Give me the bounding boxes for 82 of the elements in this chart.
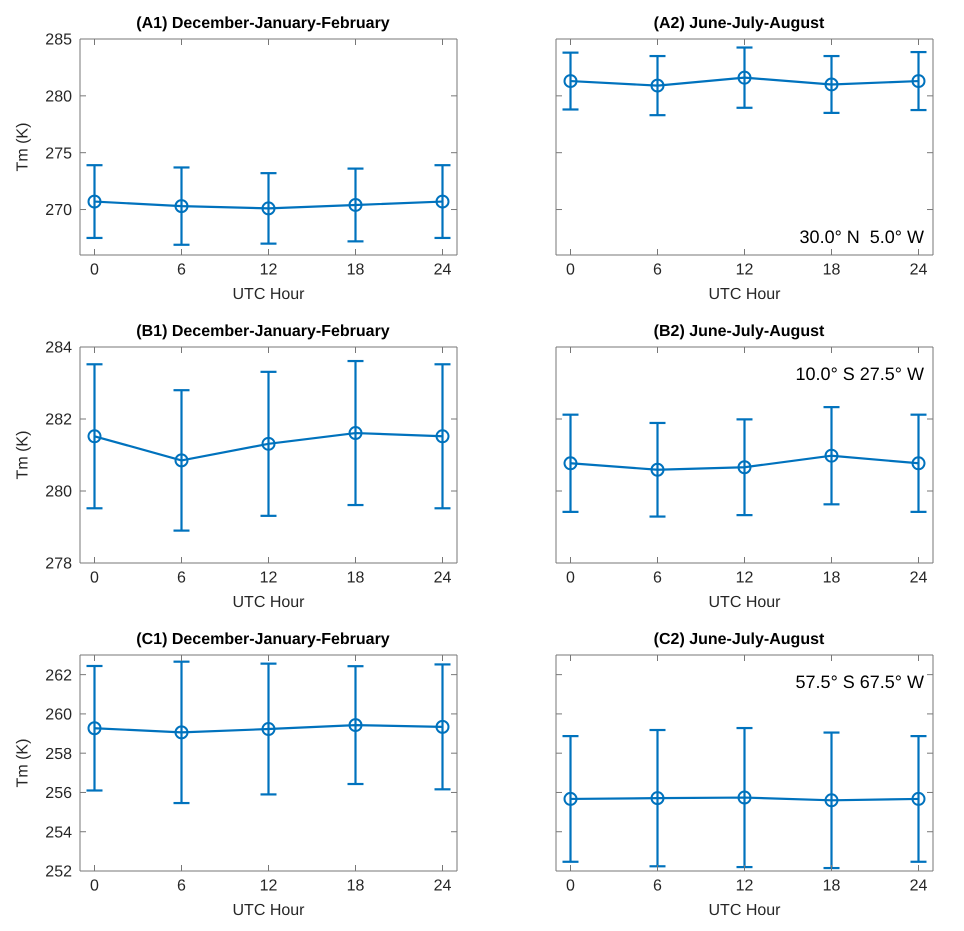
- x-tick-label: 0: [566, 261, 576, 278]
- point: [348, 718, 362, 732]
- x-axis-title: UTC Hour: [708, 902, 782, 919]
- y-tick-label: 284: [45, 340, 72, 357]
- x-tick-label: 12: [260, 569, 278, 586]
- x-tick-label: 0: [90, 261, 100, 278]
- y-tick-label: 252: [45, 864, 72, 881]
- y-tick-label: 254: [45, 824, 72, 842]
- x-axis-title: UTC Hour: [708, 286, 782, 303]
- x-tick-label: 6: [177, 877, 186, 894]
- point: [174, 725, 188, 740]
- y-tick-label: 282: [45, 412, 72, 429]
- x-tick-label: 24: [434, 569, 452, 586]
- chart-title: (C2) June-July-August: [654, 631, 826, 648]
- y-tick-label: 270: [45, 202, 72, 220]
- point: [262, 722, 276, 736]
- y-tick-label: 262: [45, 667, 72, 684]
- y-tick-label: 278: [45, 556, 72, 573]
- annotation: 30.0° N 5.0° W: [800, 227, 924, 248]
- x-axis-title: UTC Hour: [708, 594, 782, 611]
- point: [650, 462, 664, 477]
- point: [174, 453, 188, 468]
- point: [912, 74, 926, 88]
- y-tick-label: 285: [45, 32, 72, 49]
- x-tick-label: 0: [566, 569, 576, 586]
- point: [824, 448, 838, 463]
- x-tick-label: 24: [434, 877, 452, 894]
- chart-title: (C1) December-January-February: [136, 631, 390, 648]
- point: [912, 456, 926, 470]
- chart-title: (B1) December-January-February: [136, 323, 390, 340]
- point: [738, 70, 752, 85]
- x-tick-label: 18: [346, 569, 364, 586]
- x-tick-label: 18: [822, 569, 840, 586]
- x-tick-label: 12: [736, 261, 754, 278]
- chart-title: (A2) June-July-August: [654, 15, 826, 32]
- y-axis-title: Tm (K): [14, 738, 32, 788]
- x-tick-label: 0: [90, 569, 100, 586]
- x-axis-title: UTC Hour: [232, 902, 306, 919]
- x-tick-label: 6: [653, 569, 662, 586]
- x-tick-label: 6: [177, 261, 186, 278]
- y-tick-label: 256: [45, 785, 72, 802]
- point: [348, 426, 362, 440]
- x-tick-label: 6: [653, 877, 662, 894]
- x-tick-label: 6: [653, 261, 662, 278]
- x-tick-label: 6: [177, 569, 186, 586]
- x-tick-label: 12: [260, 877, 278, 894]
- x-axis-title: UTC Hour: [232, 286, 306, 303]
- y-tick-label: 275: [45, 145, 72, 162]
- point: [436, 429, 450, 444]
- point: [738, 460, 752, 474]
- x-tick-label: 18: [346, 261, 364, 278]
- x-tick-label: 24: [434, 261, 452, 278]
- point: [436, 720, 450, 734]
- x-axis-title: UTC Hour: [232, 594, 306, 611]
- x-tick-label: 24: [910, 569, 928, 586]
- y-axis-title: Tm (K): [14, 430, 32, 480]
- point: [824, 77, 838, 92]
- x-tick-label: 0: [566, 877, 576, 894]
- point: [88, 721, 102, 736]
- x-tick-label: 12: [736, 569, 754, 586]
- y-tick-label: 258: [45, 746, 72, 763]
- x-tick-label: 18: [822, 877, 840, 894]
- point: [564, 456, 578, 470]
- x-tick-label: 18: [822, 261, 840, 278]
- annotation: 10.0° S 27.5° W: [796, 364, 924, 385]
- x-tick-label: 12: [736, 877, 754, 894]
- x-tick-label: 24: [910, 877, 928, 894]
- point: [88, 429, 102, 444]
- point: [564, 74, 578, 88]
- x-tick-label: 18: [346, 877, 364, 894]
- chart-title: (A1) December-January-February: [136, 15, 390, 32]
- y-axis-title: Tm (K): [14, 122, 32, 172]
- y-tick-label: 260: [45, 706, 72, 724]
- x-tick-label: 12: [260, 261, 278, 278]
- y-tick-label: 280: [45, 88, 72, 106]
- point: [262, 436, 276, 451]
- x-tick-label: 24: [910, 261, 928, 278]
- x-tick-label: 0: [90, 877, 100, 894]
- chart-title: (B2) June-July-August: [654, 323, 826, 340]
- point: [650, 78, 664, 93]
- annotation: 57.5° S 67.5° W: [796, 672, 924, 693]
- y-tick-label: 280: [45, 484, 72, 501]
